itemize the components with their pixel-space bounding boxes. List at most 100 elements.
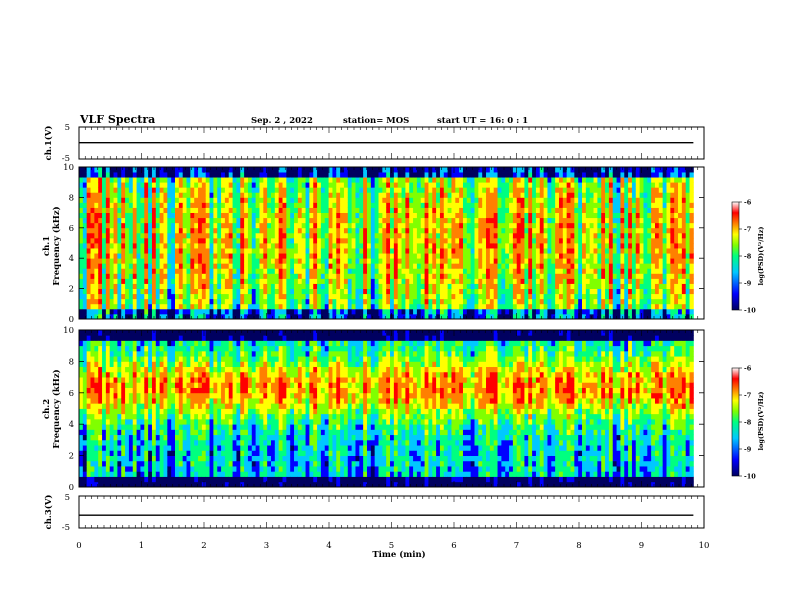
spectrogram-cell: [416, 248, 422, 254]
spectrogram-cell: [340, 283, 345, 289]
spectrogram-cell: [555, 308, 560, 315]
spectrogram-cell: [643, 222, 648, 229]
spectrogram-cell: [171, 227, 176, 234]
spectrogram-cell: [102, 243, 107, 249]
spectrogram-cell: [631, 202, 637, 208]
spectrogram-cell: [639, 237, 644, 244]
spectrogram-cell: [635, 303, 641, 310]
spectrogram-cell: [270, 192, 276, 198]
spectrogram-cell: [420, 243, 425, 249]
spectrogram-cell: [451, 293, 456, 300]
spectrogram-cell: [205, 278, 210, 284]
spectrogram-cell: [194, 268, 199, 274]
spectrogram-cell: [255, 313, 260, 320]
spectrogram-cell: [547, 177, 552, 183]
spectrogram-cell: [409, 177, 414, 183]
spectrogram-cell: [447, 283, 452, 289]
spectrogram-cell: [105, 253, 111, 259]
spectrogram-cell: [175, 278, 180, 284]
spectrogram-cell: [420, 268, 425, 274]
spectrogram-cell: [274, 258, 280, 264]
spectrogram-cell: [363, 308, 368, 315]
spectrogram-cell: [562, 273, 568, 279]
spectrogram-cell: [105, 248, 111, 254]
spectrogram-cell: [582, 177, 587, 183]
spectrogram-cell: [459, 253, 464, 259]
spectrogram-cell: [635, 298, 641, 305]
spectrogram-cell: [432, 303, 437, 310]
spectrogram-cell: [309, 177, 314, 183]
spectrogram-cell: [343, 207, 349, 213]
spectrogram-cell: [259, 248, 264, 254]
spectrogram-cell: [512, 237, 518, 244]
spectrogram-cell: [86, 248, 91, 254]
spectrogram-cell: [136, 237, 141, 244]
spectrogram-cell: [532, 273, 537, 279]
spectrogram-cell: [198, 278, 203, 284]
spectrogram-cell: [539, 268, 545, 274]
spectrogram-cell: [109, 237, 114, 244]
spectrogram-cell: [643, 313, 648, 320]
spectrogram-cell: [497, 202, 502, 208]
spectrogram-cell: [86, 313, 91, 320]
spectrogram-cell: [132, 243, 137, 249]
spectrogram-cell: [528, 283, 533, 289]
spectrogram-cell: [282, 303, 287, 310]
spectrogram-cell: [301, 222, 306, 229]
spectrogram-cell: [255, 212, 260, 219]
spectrogram-cell: [582, 303, 587, 310]
spectrogram-cell: [574, 187, 579, 193]
spectrogram-cell: [136, 212, 141, 219]
spectrogram-cell: [405, 212, 410, 219]
spectrogram-cell: [409, 167, 414, 173]
spectrogram-cell: [455, 177, 460, 183]
spectrogram-cell: [447, 177, 452, 183]
spectrogram-cell: [562, 268, 568, 274]
spectrogram-cell: [290, 298, 295, 305]
spectrogram-cell: [413, 288, 418, 295]
spectrogram-cell: [232, 293, 237, 300]
spectrogram-cell: [555, 263, 560, 269]
spectrogram-cell: [589, 293, 594, 300]
spectrogram-cell: [512, 293, 518, 300]
spectrogram-cell: [447, 268, 452, 274]
spectrogram-cell: [82, 227, 88, 234]
spectrogram-cell: [286, 258, 291, 264]
spectrogram-cell: [186, 278, 191, 284]
spectrogram-cell: [413, 268, 418, 274]
spectrogram-cell: [374, 212, 379, 219]
spectrogram-cell: [270, 187, 276, 193]
spectrogram-cell: [543, 207, 548, 213]
spectrogram-cell: [601, 298, 606, 305]
spectrogram-cell: [336, 227, 341, 234]
spectrogram-cell: [317, 192, 322, 198]
spectrogram-cell: [589, 187, 594, 193]
spectrogram-cell: [340, 268, 345, 274]
ytick-label: 10: [63, 163, 74, 173]
spectrogram-cell: [532, 308, 537, 315]
spectrogram-cell: [159, 273, 164, 279]
spectrogram-cell: [378, 243, 383, 249]
spectrogram-cell: [148, 243, 153, 249]
spectrogram-cell: [685, 268, 690, 274]
spectrogram-cell: [113, 227, 118, 234]
spectrogram-cell: [213, 177, 218, 183]
spectrogram-cell: [151, 212, 157, 219]
spectrogram-cell: [355, 248, 360, 254]
spectrogram-cell: [474, 197, 479, 203]
spectrogram-cell: [320, 278, 326, 284]
spectrogram-cell: [90, 350, 95, 357]
spectrogram-cell: [317, 232, 322, 239]
spectrogram-cell: [286, 268, 291, 274]
spectrogram-cell: [190, 192, 195, 198]
spectrogram-cell: [336, 237, 341, 244]
spectrogram-cell: [390, 227, 395, 234]
spectrogram-cell: [121, 253, 126, 259]
spectrogram-cell: [589, 298, 594, 305]
spectrogram-cell: [390, 207, 395, 213]
spectrogram-cell: [128, 248, 134, 254]
spectrogram-cell: [167, 192, 172, 198]
spectrogram-cell: [681, 232, 687, 239]
spectrogram-cell: [689, 273, 694, 279]
spectrogram-cell: [278, 288, 283, 295]
